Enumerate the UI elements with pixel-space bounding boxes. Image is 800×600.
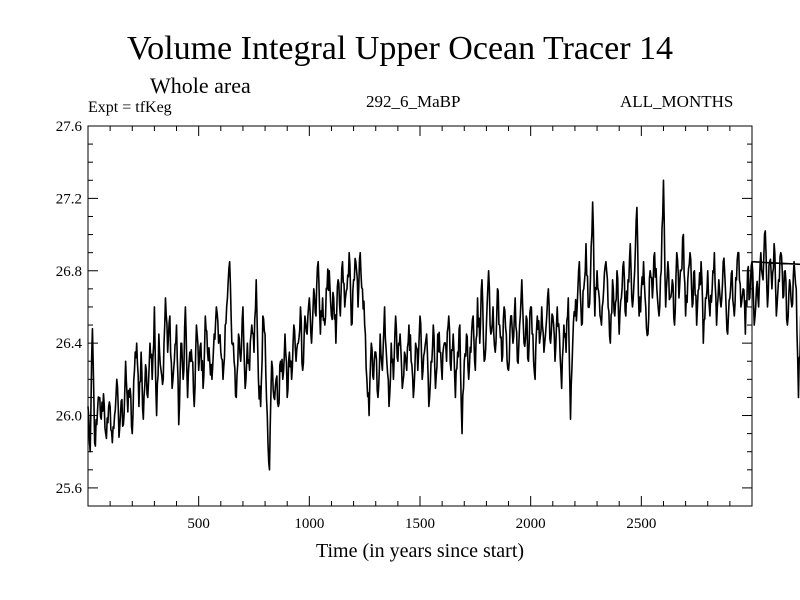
x-axis-label: Time (in years since start) [315,540,525,562]
y-tick-label: 26.8 [56,264,82,280]
experiment-label: Expt = tfKeg [88,99,172,116]
x-tick-label: 1000 [294,516,324,532]
x-tick-label: 2000 [516,516,546,532]
axis-ticks: 500 1000 1500 2000 2500 25.6 26.0 26.4 26.8 27.2 2… [56,119,752,532]
months-label: ALL_MONTHS [620,92,734,111]
x-tick-label: 1500 [405,516,435,532]
series-line [87,179,800,471]
y-tick-label: 25.6 [56,481,83,497]
chart-subtitle: Whole area [150,73,251,98]
series-lines [87,179,800,471]
y-tick-label: 27.2 [56,191,82,207]
y-tick-label: 26.0 [56,409,82,425]
x-tick-label: 2500 [626,516,656,532]
y-tick-label: 26.4 [56,336,83,352]
x-tick-label: 500 [187,516,210,532]
y-tick-label: 27.6 [56,119,83,135]
chart-title: Volume Integral Upper Ocean Tracer 14 [126,30,674,67]
period-label: 292_6_MaBP [366,92,461,111]
